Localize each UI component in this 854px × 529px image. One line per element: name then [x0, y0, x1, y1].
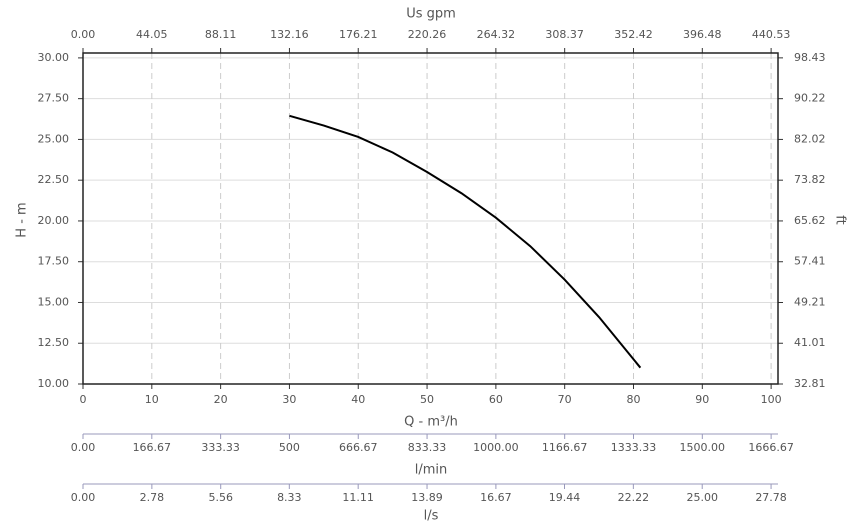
axis-tick-label: 16.67 [480, 491, 512, 504]
y2-tick-label: 98.43 [794, 51, 826, 64]
axis-tick-label: 2.78 [140, 491, 165, 504]
y2-axis-label: ft [833, 215, 848, 224]
y2-tick-label: 65.62 [794, 214, 826, 227]
x-tick-label: 30 [282, 393, 296, 406]
top-tick-label: 220.26 [408, 28, 447, 41]
y-tick-label: 30.00 [38, 51, 70, 64]
axis-tick-label: 0.00 [71, 491, 96, 504]
y-tick-label: 22.50 [38, 173, 70, 186]
y2-tick-label: 49.21 [794, 295, 826, 308]
y-tick-label: 27.50 [38, 92, 70, 105]
axis-tick-label: 1166.67 [542, 441, 588, 454]
axis-tick-label: 500 [279, 441, 300, 454]
y-tick-label: 10.00 [38, 377, 70, 390]
axis-tick-label: 1333.33 [611, 441, 657, 454]
y-axis-label: H - m [15, 202, 30, 237]
axis-tick-label: 333.33 [201, 441, 240, 454]
lps-axis-label: l/s [424, 509, 439, 524]
y2-tick-label: 90.22 [794, 92, 826, 105]
axis-tick-label: 19.44 [549, 491, 581, 504]
axis-tick-label: 833.33 [408, 441, 447, 454]
axis-tick-label: 11.11 [342, 491, 374, 504]
axis-tick-label: 1000.00 [473, 441, 519, 454]
x-tick-label: 100 [761, 393, 782, 406]
y2-tick-label: 73.82 [794, 173, 826, 186]
axis-tick-label: 13.89 [411, 491, 443, 504]
y-tick-label: 20.00 [38, 214, 70, 227]
top-tick-label: 132.16 [270, 28, 309, 41]
axis-tick-label: 25.00 [686, 491, 718, 504]
axis-tick-label: 1666.67 [748, 441, 794, 454]
axis-tick-label: 27.78 [755, 491, 787, 504]
x-tick-label: 90 [695, 393, 709, 406]
x-tick-label: 60 [489, 393, 503, 406]
top-tick-label: 352.42 [614, 28, 653, 41]
top-tick-label: 44.05 [136, 28, 168, 41]
x-tick-label: 40 [351, 393, 365, 406]
axis-tick-label: 1500.00 [680, 441, 726, 454]
lpm-axis-label: l/min [415, 463, 448, 478]
y2-tick-label: 41.01 [794, 336, 826, 349]
top-axis-label: Us gpm [406, 7, 456, 22]
x-tick-label: 20 [214, 393, 228, 406]
y2-tick-label: 57.41 [794, 255, 826, 268]
axis-tick-label: 666.67 [339, 441, 378, 454]
x-axis-label: Q - m³/h [404, 415, 458, 430]
y2-tick-label: 82.02 [794, 132, 826, 145]
top-tick-label: 0.00 [71, 28, 96, 41]
top-tick-label: 176.21 [339, 28, 378, 41]
axis-tick-label: 22.22 [618, 491, 650, 504]
top-tick-label: 396.48 [683, 28, 722, 41]
y-tick-label: 17.50 [38, 255, 70, 268]
top-tick-label: 88.11 [205, 28, 237, 41]
x-tick-label: 0 [80, 393, 87, 406]
top-tick-label: 440.53 [752, 28, 791, 41]
y-tick-label: 15.00 [38, 295, 70, 308]
top-tick-label: 308.37 [545, 28, 584, 41]
x-tick-label: 70 [558, 393, 572, 406]
x-tick-label: 10 [145, 393, 159, 406]
y2-tick-label: 32.81 [794, 377, 826, 390]
pump-curve [289, 114, 642, 369]
y-tick-label: 25.00 [38, 132, 70, 145]
x-tick-label: 50 [420, 393, 434, 406]
axis-tick-label: 8.33 [277, 491, 302, 504]
x-tick-label: 80 [626, 393, 640, 406]
top-tick-label: 264.32 [477, 28, 516, 41]
axis-tick-label: 0.00 [71, 441, 96, 454]
plot-frame [82, 52, 779, 385]
y-tick-label: 12.50 [38, 336, 70, 349]
axis-tick-label: 5.56 [208, 491, 233, 504]
axis-tick-label: 166.67 [133, 441, 172, 454]
